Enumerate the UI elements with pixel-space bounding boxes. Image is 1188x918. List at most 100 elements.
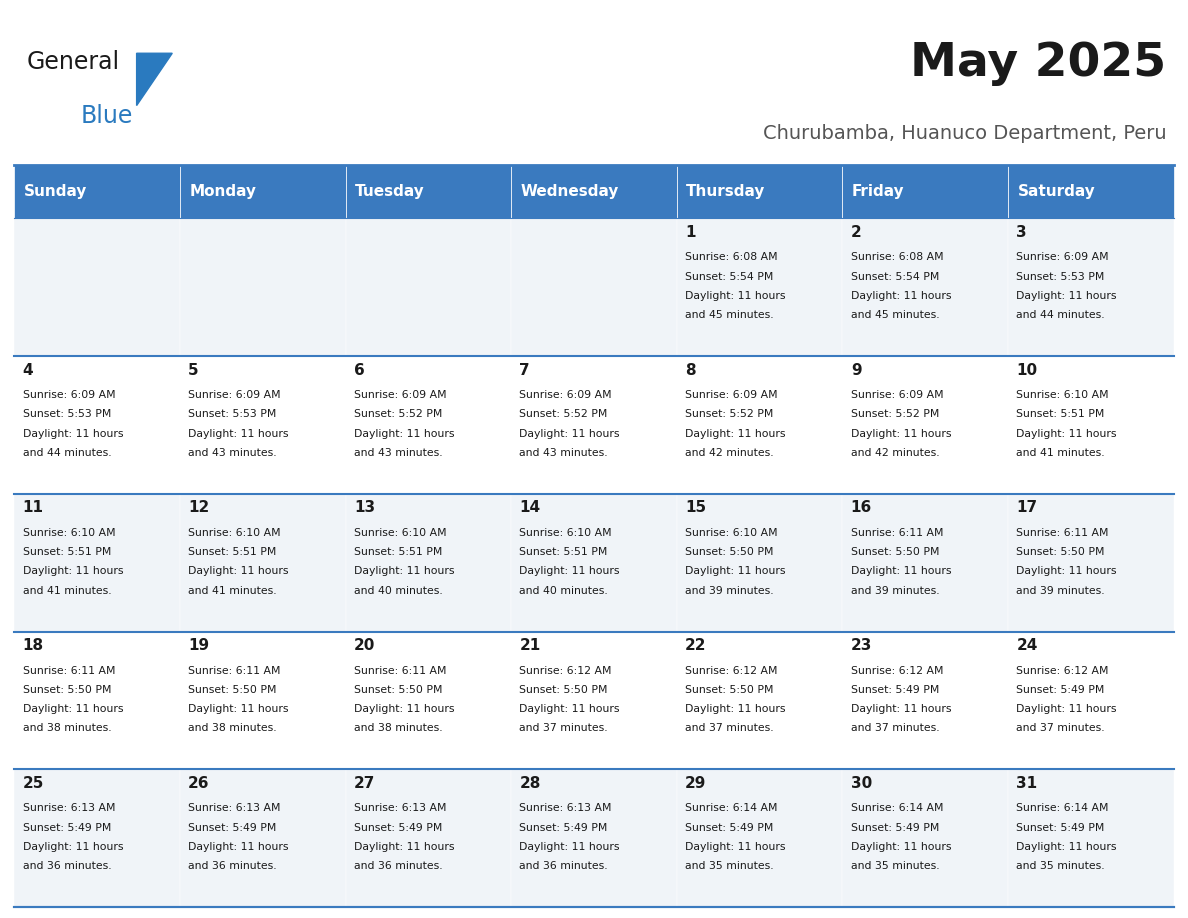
Bar — [346, 356, 511, 494]
Text: Sunrise: 6:11 AM: Sunrise: 6:11 AM — [1017, 528, 1108, 538]
Text: and 37 minutes.: and 37 minutes. — [685, 723, 773, 733]
Text: Friday: Friday — [852, 185, 904, 199]
Text: and 44 minutes.: and 44 minutes. — [23, 448, 112, 458]
Text: Sunset: 5:52 PM: Sunset: 5:52 PM — [519, 409, 608, 420]
Text: Sunset: 5:49 PM: Sunset: 5:49 PM — [851, 685, 940, 695]
Text: 6: 6 — [354, 363, 365, 377]
Text: Daylight: 11 hours: Daylight: 11 hours — [851, 704, 952, 714]
Text: Churubamba, Huanuco Department, Peru: Churubamba, Huanuco Department, Peru — [763, 124, 1167, 143]
Text: and 41 minutes.: and 41 minutes. — [188, 586, 277, 596]
Bar — [179, 218, 346, 356]
Text: Sunset: 5:50 PM: Sunset: 5:50 PM — [354, 685, 442, 695]
Text: Sunset: 5:50 PM: Sunset: 5:50 PM — [685, 685, 773, 695]
Text: Sunset: 5:50 PM: Sunset: 5:50 PM — [851, 547, 940, 557]
Text: Sunset: 5:49 PM: Sunset: 5:49 PM — [851, 823, 940, 833]
Bar — [677, 218, 842, 356]
Text: and 44 minutes.: and 44 minutes. — [1017, 310, 1105, 320]
Text: 31: 31 — [1017, 776, 1037, 790]
Text: Sunrise: 6:14 AM: Sunrise: 6:14 AM — [851, 803, 943, 813]
Bar — [677, 769, 842, 907]
Text: Sunset: 5:53 PM: Sunset: 5:53 PM — [188, 409, 277, 420]
Text: and 43 minutes.: and 43 minutes. — [188, 448, 277, 458]
Text: 20: 20 — [354, 638, 375, 653]
Text: 29: 29 — [685, 776, 707, 790]
Text: and 35 minutes.: and 35 minutes. — [1017, 861, 1105, 871]
Text: Sunrise: 6:09 AM: Sunrise: 6:09 AM — [519, 390, 612, 400]
Text: 5: 5 — [188, 363, 198, 377]
Bar — [1009, 165, 1174, 218]
Text: Sunrise: 6:11 AM: Sunrise: 6:11 AM — [354, 666, 447, 676]
Text: Sunset: 5:51 PM: Sunset: 5:51 PM — [519, 547, 608, 557]
Text: Daylight: 11 hours: Daylight: 11 hours — [519, 704, 620, 714]
Text: and 41 minutes.: and 41 minutes. — [23, 586, 112, 596]
Text: General: General — [27, 50, 120, 74]
Bar — [1009, 494, 1174, 632]
Text: Daylight: 11 hours: Daylight: 11 hours — [851, 842, 952, 852]
Text: Sunrise: 6:13 AM: Sunrise: 6:13 AM — [23, 803, 115, 813]
Text: and 39 minutes.: and 39 minutes. — [851, 586, 940, 596]
Text: Sunset: 5:49 PM: Sunset: 5:49 PM — [23, 823, 110, 833]
Bar — [346, 632, 511, 769]
Text: Daylight: 11 hours: Daylight: 11 hours — [685, 429, 785, 439]
Bar — [677, 494, 842, 632]
Text: Sunrise: 6:09 AM: Sunrise: 6:09 AM — [23, 390, 115, 400]
Bar — [511, 632, 677, 769]
Bar — [842, 769, 1009, 907]
Text: and 41 minutes.: and 41 minutes. — [1017, 448, 1105, 458]
Text: 19: 19 — [188, 638, 209, 653]
Text: Daylight: 11 hours: Daylight: 11 hours — [188, 429, 289, 439]
Text: and 38 minutes.: and 38 minutes. — [23, 723, 112, 733]
Bar — [842, 356, 1009, 494]
Bar — [511, 356, 677, 494]
Text: and 45 minutes.: and 45 minutes. — [851, 310, 940, 320]
Text: May 2025: May 2025 — [910, 41, 1167, 86]
Text: 10: 10 — [1017, 363, 1037, 377]
Text: and 38 minutes.: and 38 minutes. — [354, 723, 442, 733]
Bar — [14, 494, 179, 632]
Bar — [842, 165, 1009, 218]
Text: Sunrise: 6:08 AM: Sunrise: 6:08 AM — [685, 252, 778, 263]
Text: Daylight: 11 hours: Daylight: 11 hours — [1017, 566, 1117, 577]
Text: Sunset: 5:52 PM: Sunset: 5:52 PM — [851, 409, 940, 420]
Text: Daylight: 11 hours: Daylight: 11 hours — [1017, 704, 1117, 714]
Text: Daylight: 11 hours: Daylight: 11 hours — [1017, 429, 1117, 439]
Text: Sunrise: 6:08 AM: Sunrise: 6:08 AM — [851, 252, 943, 263]
Text: Daylight: 11 hours: Daylight: 11 hours — [685, 842, 785, 852]
Text: Sunrise: 6:09 AM: Sunrise: 6:09 AM — [188, 390, 280, 400]
Text: and 37 minutes.: and 37 minutes. — [851, 723, 940, 733]
Text: and 37 minutes.: and 37 minutes. — [519, 723, 608, 733]
Text: Sunset: 5:53 PM: Sunset: 5:53 PM — [1017, 272, 1105, 282]
Text: 22: 22 — [685, 638, 707, 653]
Text: Daylight: 11 hours: Daylight: 11 hours — [354, 842, 454, 852]
Text: 9: 9 — [851, 363, 861, 377]
Text: Daylight: 11 hours: Daylight: 11 hours — [685, 566, 785, 577]
Text: Sunrise: 6:09 AM: Sunrise: 6:09 AM — [851, 390, 943, 400]
Text: Sunset: 5:49 PM: Sunset: 5:49 PM — [354, 823, 442, 833]
Text: 14: 14 — [519, 500, 541, 515]
Text: 11: 11 — [23, 500, 44, 515]
Bar — [677, 632, 842, 769]
Text: Sunrise: 6:10 AM: Sunrise: 6:10 AM — [685, 528, 778, 538]
Text: and 35 minutes.: and 35 minutes. — [851, 861, 940, 871]
Text: Daylight: 11 hours: Daylight: 11 hours — [851, 291, 952, 301]
Text: 4: 4 — [23, 363, 33, 377]
Text: Sunrise: 6:12 AM: Sunrise: 6:12 AM — [1017, 666, 1108, 676]
Text: and 39 minutes.: and 39 minutes. — [685, 586, 773, 596]
Text: 15: 15 — [685, 500, 706, 515]
Bar — [14, 769, 179, 907]
Bar — [842, 218, 1009, 356]
Bar — [14, 632, 179, 769]
Text: Sunset: 5:50 PM: Sunset: 5:50 PM — [519, 685, 608, 695]
Text: Sunset: 5:51 PM: Sunset: 5:51 PM — [23, 547, 110, 557]
Text: Daylight: 11 hours: Daylight: 11 hours — [354, 704, 454, 714]
Text: and 45 minutes.: and 45 minutes. — [685, 310, 773, 320]
Bar — [1009, 356, 1174, 494]
Bar — [511, 769, 677, 907]
Text: and 40 minutes.: and 40 minutes. — [354, 586, 443, 596]
Text: Wednesday: Wednesday — [520, 185, 619, 199]
Text: Sunset: 5:49 PM: Sunset: 5:49 PM — [188, 823, 277, 833]
Text: Thursday: Thursday — [687, 185, 766, 199]
Bar — [677, 165, 842, 218]
Text: Sunrise: 6:10 AM: Sunrise: 6:10 AM — [23, 528, 115, 538]
Bar — [1009, 632, 1174, 769]
